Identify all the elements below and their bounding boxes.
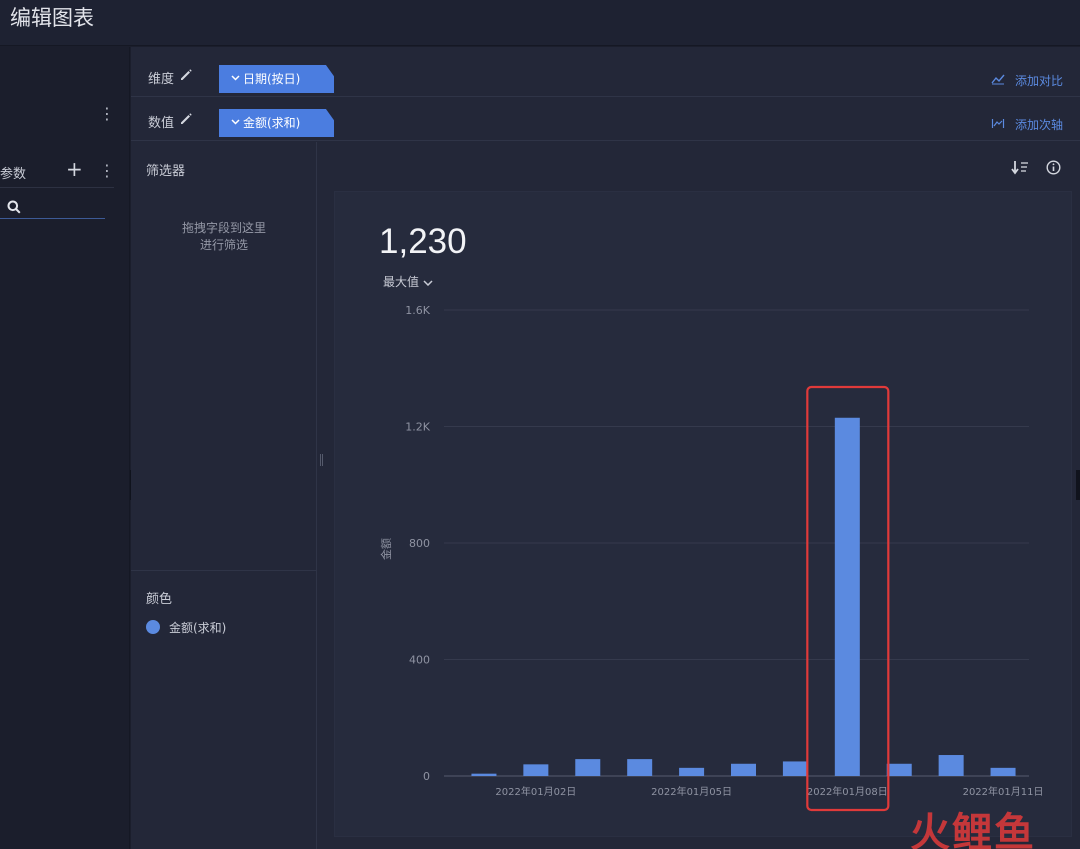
highlight-box	[806, 385, 890, 812]
y-tick-label: 0	[423, 770, 430, 783]
add-param-icon[interactable]: +	[66, 157, 83, 181]
bar-chart: 0 400 800 1.2K 1.6K 金额 2022年01月02日 2022年01月05日 2…	[379, 304, 1044, 812]
kpi-value: 1,230	[379, 222, 467, 261]
left-panel: ⋮ 参数 + ⋮	[0, 47, 130, 849]
window-title: 编辑图表	[10, 6, 94, 30]
color-title: 颜色	[146, 592, 173, 607]
watermark-logo: 火鲤鱼	[910, 810, 1036, 849]
value-shelf: 数值 金额(求和) 添加次轴	[131, 96, 1080, 140]
bar[interactable]	[471, 773, 497, 776]
edit-pencil-icon[interactable]	[179, 68, 193, 82]
bar[interactable]	[886, 763, 912, 776]
dimension-shelf: 维度 日期(按日) 添加对比	[131, 52, 1080, 96]
filter-hint-line: 拖拽字段到这里	[181, 221, 266, 235]
bar[interactable]	[731, 763, 756, 776]
x-tick-label: 2022年01月11日	[963, 785, 1044, 798]
resize-handle[interactable]	[320, 454, 323, 466]
value-pill-label: 金额(求和)	[243, 116, 301, 130]
dimension-label: 维度	[148, 72, 175, 87]
top-bar: 编辑图表	[0, 0, 1080, 46]
bar[interactable]	[834, 417, 860, 776]
more-options-icon[interactable]: ⋮	[99, 104, 115, 123]
add-comparison-button[interactable]: 添加对比	[1014, 74, 1063, 88]
right-edge-tab[interactable]	[1076, 470, 1080, 500]
x-tick-label: 2022年01月02日	[495, 785, 576, 798]
bar[interactable]	[938, 755, 964, 776]
main-area: 维度 日期(按日) 添加对比 数值 金额(求和)	[131, 47, 1080, 849]
x-tick-label: 2022年01月05日	[651, 785, 732, 798]
edit-pencil-icon[interactable]	[179, 112, 193, 126]
divider	[0, 187, 114, 188]
y-tick-label: 1.6K	[405, 304, 430, 317]
params-more-icon[interactable]: ⋮	[99, 161, 115, 180]
divider	[131, 140, 1080, 141]
bar[interactable]	[523, 764, 549, 776]
divider	[131, 96, 1080, 97]
value-pill[interactable]: 金额(求和)	[219, 109, 334, 137]
filter-title: 筛选器	[146, 164, 186, 179]
y-tick-label: 400	[409, 654, 430, 667]
legend-color-swatch[interactable]	[146, 620, 160, 634]
filter-color-pane: 筛选器 拖拽字段到这里 进行筛选 颜色 金额(求和)	[131, 142, 323, 849]
params-label: 参数	[0, 167, 27, 182]
search-icon	[7, 200, 21, 214]
chevron-down-icon	[231, 119, 240, 125]
y-tick-label: 1.2K	[405, 421, 430, 434]
divider	[131, 570, 317, 571]
bar[interactable]	[782, 761, 808, 776]
aggregation-dropdown[interactable]: 最大值	[383, 273, 433, 290]
dimension-pill[interactable]: 日期(按日)	[219, 65, 334, 93]
y-tick-label: 800	[409, 537, 430, 550]
add-secondary-axis-button[interactable]: 添加次轴	[1014, 118, 1063, 132]
dimension-pill-label: 日期(按日)	[243, 72, 301, 86]
filter-hint-line: 进行筛选	[199, 238, 248, 252]
legend-label: 金额(求和)	[169, 621, 227, 635]
chevron-down-icon	[231, 75, 240, 81]
bar[interactable]	[990, 767, 1016, 776]
search-input[interactable]	[0, 197, 105, 219]
sort-icon[interactable]	[1011, 159, 1029, 175]
add-secondary-axis-icon	[991, 119, 1005, 128]
chevron-down-icon	[423, 279, 433, 286]
info-icon[interactable]	[1046, 160, 1061, 175]
filter-drop-zone[interactable]: 拖拽字段到这里 进行筛选	[131, 220, 317, 254]
bar[interactable]	[679, 767, 705, 776]
bar[interactable]	[627, 759, 653, 776]
add-comparison-icon	[991, 74, 1005, 85]
value-label: 数值	[148, 116, 175, 131]
y-axis-label: 金额	[379, 538, 393, 560]
x-tick-label: 2022年01月08日	[807, 785, 888, 798]
aggregation-label: 最大值	[383, 275, 420, 289]
bar[interactable]	[575, 759, 601, 776]
chart-card: 1,230 最大值 0 400 800 1.2K 1.6K 金额 2022年01月02日 20…	[335, 192, 1071, 836]
